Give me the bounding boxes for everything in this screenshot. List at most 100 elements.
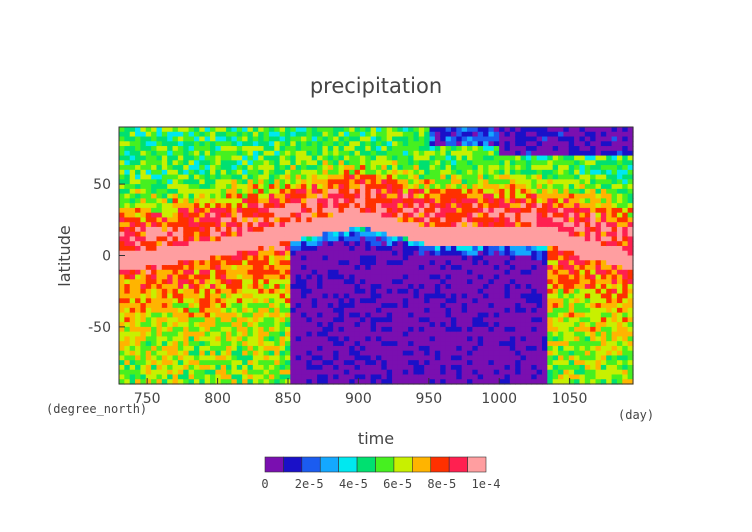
heatmap-cell bbox=[472, 312, 479, 318]
heatmap-cell bbox=[167, 355, 174, 361]
heatmap-cell bbox=[429, 374, 436, 380]
heatmap-cell bbox=[258, 288, 265, 295]
heatmap-cell bbox=[413, 198, 420, 204]
heatmap-cell bbox=[354, 317, 361, 323]
heatmap-cell bbox=[574, 379, 581, 385]
heatmap-cell bbox=[488, 131, 495, 138]
heatmap-cell bbox=[279, 355, 286, 361]
heatmap-cell bbox=[440, 317, 447, 323]
heatmap-cell bbox=[536, 345, 543, 352]
heatmap-cell bbox=[499, 284, 506, 290]
heatmap-cell bbox=[515, 322, 522, 328]
heatmap-cell bbox=[418, 217, 425, 223]
heatmap-cell bbox=[274, 245, 281, 252]
heatmap-cell bbox=[461, 369, 468, 376]
heatmap-cell bbox=[124, 360, 131, 366]
heatmap-cell bbox=[440, 241, 447, 247]
heatmap-cell bbox=[541, 265, 548, 271]
heatmap-cell bbox=[301, 174, 307, 180]
heatmap-cell bbox=[424, 379, 431, 385]
heatmap-cell bbox=[327, 127, 334, 133]
heatmap-cell bbox=[370, 241, 377, 247]
heatmap-cell bbox=[172, 279, 179, 285]
heatmap-cell bbox=[236, 226, 243, 233]
heatmap-cell bbox=[215, 379, 222, 385]
heatmap-cell bbox=[349, 160, 356, 166]
heatmap-cell bbox=[161, 165, 168, 171]
heatmap-cell bbox=[167, 260, 174, 266]
heatmap-cell bbox=[574, 188, 581, 195]
heatmap-cell bbox=[477, 184, 484, 190]
heatmap-cell bbox=[397, 226, 404, 233]
heatmap-cell bbox=[402, 331, 409, 338]
heatmap-cell bbox=[220, 127, 227, 133]
heatmap-cell bbox=[418, 150, 425, 157]
heatmap-cell bbox=[226, 336, 233, 342]
heatmap-cell bbox=[263, 303, 270, 309]
heatmap-cell bbox=[188, 260, 195, 266]
heatmap-cell bbox=[456, 160, 463, 166]
heatmap-cell bbox=[338, 174, 345, 180]
heatmap-cell bbox=[177, 322, 184, 328]
heatmap-cell bbox=[151, 350, 158, 357]
heatmap-cell bbox=[402, 174, 409, 180]
heatmap-cell bbox=[413, 212, 420, 219]
chart-title: precipitation bbox=[310, 74, 442, 98]
heatmap-cell bbox=[418, 136, 425, 142]
heatmap-cell bbox=[424, 336, 431, 342]
heatmap-cell bbox=[220, 241, 227, 247]
heatmap-cell bbox=[333, 250, 340, 257]
heatmap-cell bbox=[584, 127, 591, 133]
heatmap-cell bbox=[370, 364, 377, 371]
heatmap-cell bbox=[525, 169, 532, 176]
heatmap-cell bbox=[515, 217, 522, 223]
heatmap-cell bbox=[279, 303, 286, 309]
heatmap-cell bbox=[279, 255, 286, 261]
heatmap-cell bbox=[129, 203, 136, 209]
heatmap-cell bbox=[590, 231, 597, 238]
heatmap-cell bbox=[461, 131, 468, 138]
heatmap-cell bbox=[183, 326, 190, 333]
heatmap-cell bbox=[488, 336, 495, 342]
heatmap-cell bbox=[547, 317, 554, 323]
heatmap-cell bbox=[606, 317, 613, 323]
heatmap-cell bbox=[547, 255, 554, 261]
heatmap-cell bbox=[595, 165, 602, 171]
heatmap-cell bbox=[504, 174, 511, 180]
heatmap-cell bbox=[135, 255, 142, 261]
heatmap-cell bbox=[188, 236, 195, 242]
heatmap-cell bbox=[461, 317, 468, 323]
heatmap-cell bbox=[488, 364, 495, 371]
heatmap-cell bbox=[483, 374, 490, 380]
heatmap-cell bbox=[204, 307, 211, 314]
heatmap-cell bbox=[445, 379, 452, 385]
heatmap-cell bbox=[397, 269, 404, 276]
heatmap-cell bbox=[177, 203, 184, 209]
heatmap-cell bbox=[274, 298, 281, 304]
heatmap-cell bbox=[338, 255, 345, 261]
heatmap-cell bbox=[376, 307, 382, 314]
heatmap-cell bbox=[402, 317, 409, 323]
heatmap-cell bbox=[552, 136, 559, 142]
heatmap-cell bbox=[600, 241, 607, 247]
heatmap-cell bbox=[531, 236, 538, 242]
heatmap-cell bbox=[242, 241, 249, 247]
heatmap-cell bbox=[552, 326, 559, 333]
heatmap-cell bbox=[397, 322, 404, 328]
heatmap-cell bbox=[376, 217, 382, 223]
heatmap-cell bbox=[483, 279, 490, 285]
heatmap-cell bbox=[119, 203, 125, 209]
heatmap-cell bbox=[349, 217, 356, 223]
heatmap-cell bbox=[499, 155, 506, 161]
heatmap-cell bbox=[311, 317, 318, 323]
heatmap-cell bbox=[579, 298, 586, 304]
heatmap-cell bbox=[611, 222, 618, 228]
heatmap-cell bbox=[547, 360, 554, 366]
heatmap-cell bbox=[135, 165, 142, 171]
heatmap-cell bbox=[279, 374, 286, 380]
heatmap-cell bbox=[483, 226, 490, 233]
heatmap-cell bbox=[263, 141, 270, 147]
heatmap-cell bbox=[301, 355, 307, 361]
heatmap-cell bbox=[215, 355, 222, 361]
heatmap-cell bbox=[606, 131, 613, 138]
